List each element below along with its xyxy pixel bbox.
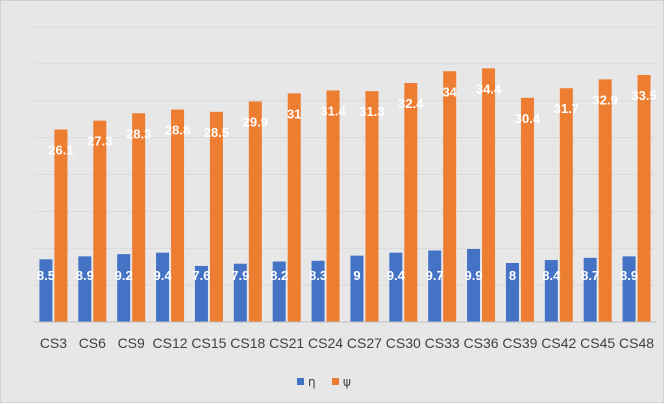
x-tick-label-cs48: CS48 xyxy=(619,335,654,351)
eta-value-label-cs39: 8 xyxy=(509,268,516,283)
eta-bar-cs15 xyxy=(194,265,208,322)
eta-value-label-cs18: 7.9 xyxy=(231,268,249,283)
x-tick-label-cs21: CS21 xyxy=(269,335,304,351)
psi-bar-cs48 xyxy=(637,74,651,322)
psi-value-label-cs30: 32.4 xyxy=(398,96,424,111)
eta-bar-cs45 xyxy=(583,257,597,322)
eta-value-label-cs21: 8.2 xyxy=(270,268,288,283)
psi-bar-cs27 xyxy=(365,91,379,322)
eta-value-label-cs24: 8.3 xyxy=(309,268,327,283)
psi-value-label-cs6: 27.3 xyxy=(87,134,112,149)
psi-value-label-cs36: 34.4 xyxy=(476,81,502,96)
psi-bar-cs6 xyxy=(93,120,107,322)
x-tick-label-cs30: CS30 xyxy=(386,335,421,351)
eta-value-label-cs33: 9.7 xyxy=(426,268,444,283)
data-labels: 8.5 26.1 8.9 27.3 9.2 28.3 9.4 28.8 7.6 28.5 7.9 29… xyxy=(37,81,657,283)
psi-value-label-cs27: 31.3 xyxy=(359,104,384,119)
legend-swatch-psi xyxy=(332,378,339,385)
eta-value-label-cs42: 8.4 xyxy=(542,268,561,283)
psi-value-label-cs21: 31 xyxy=(287,106,301,121)
eta-bar-cs6 xyxy=(78,256,92,322)
eta-value-label-cs15: 7.6 xyxy=(192,268,210,283)
psi-bar-cs12 xyxy=(171,109,185,322)
x-tick-label-cs36: CS36 xyxy=(464,335,499,351)
psi-bar-cs30 xyxy=(404,83,418,322)
x-tick-label-cs18: CS18 xyxy=(230,335,265,351)
psi-bar-cs42 xyxy=(559,88,573,323)
x-tick-label-cs27: CS27 xyxy=(347,335,382,351)
x-tick-label-cs45: CS45 xyxy=(580,335,615,351)
psi-bar-cs33 xyxy=(443,71,457,322)
psi-bar-cs21 xyxy=(287,93,301,322)
eta-bar-cs48 xyxy=(622,256,636,322)
eta-value-label-cs3: 8.5 xyxy=(37,268,55,283)
x-tick-label-cs33: CS33 xyxy=(425,335,460,351)
eta-value-label-cs45: 8.7 xyxy=(581,268,599,283)
eta-value-label-cs48: 8.9 xyxy=(620,268,638,283)
psi-bar-cs24 xyxy=(326,90,340,322)
psi-value-label-cs3: 26.1 xyxy=(48,143,73,158)
legend-label-eta: η xyxy=(308,375,316,389)
psi-value-label-cs42: 31.7 xyxy=(554,101,579,116)
eta-bar-cs9 xyxy=(117,254,131,322)
bars xyxy=(39,68,651,323)
x-tick-label-cs39: CS39 xyxy=(502,335,537,351)
psi-bar-cs39 xyxy=(520,97,534,322)
psi-bar-cs45 xyxy=(598,79,612,322)
psi-bar-cs3 xyxy=(54,129,68,322)
eta-value-label-cs36: 9.9 xyxy=(465,268,483,283)
x-tick-label-cs42: CS42 xyxy=(541,335,576,351)
x-tick-label-cs6: CS6 xyxy=(79,335,106,351)
psi-value-label-cs45: 32.9 xyxy=(593,92,618,107)
x-tick-label-cs3: CS3 xyxy=(40,335,67,351)
eta-value-label-cs12: 9.4 xyxy=(154,268,173,283)
eta-bar-cs33 xyxy=(428,250,442,322)
psi-value-label-cs48: 33.5 xyxy=(631,88,656,103)
psi-bar-cs36 xyxy=(482,68,496,322)
psi-value-label-cs12: 28.8 xyxy=(165,123,190,138)
x-tick-label-cs24: CS24 xyxy=(308,335,343,351)
eta-value-label-cs9: 9.2 xyxy=(115,268,133,283)
x-tick-label-cs9: CS9 xyxy=(118,335,145,351)
eta-bar-cs30 xyxy=(389,252,403,322)
psi-value-label-cs33: 34 xyxy=(442,84,457,99)
eta-value-label-cs27: 9 xyxy=(353,268,360,283)
psi-value-label-cs39: 30.4 xyxy=(515,111,541,126)
psi-value-label-cs15: 28.5 xyxy=(204,125,229,140)
psi-value-label-cs18: 29.9 xyxy=(243,114,268,129)
eta-bar-cs36 xyxy=(467,248,481,322)
eta-bar-cs3 xyxy=(39,259,53,322)
legend-label-psi: ψ xyxy=(343,375,351,389)
psi-bar-cs15 xyxy=(209,111,223,322)
eta-value-label-cs6: 8.9 xyxy=(76,268,94,283)
eta-bar-cs27 xyxy=(350,255,364,322)
x-tick-label-cs12: CS12 xyxy=(153,335,188,351)
x-tick-label-cs15: CS15 xyxy=(191,335,226,351)
x-axis: CS3 CS6 CS9 CS12 CS15 CS18 CS21 CS24 CS27 CS30 CS3… xyxy=(34,321,656,351)
psi-bar-cs18 xyxy=(248,101,262,322)
eta-bar-cs18 xyxy=(233,263,247,322)
eta-bar-cs12 xyxy=(156,252,170,322)
eta-bar-cs42 xyxy=(544,260,558,322)
psi-bar-cs9 xyxy=(132,113,146,322)
eta-bar-cs24 xyxy=(311,260,325,322)
eta-bar-cs39 xyxy=(505,263,519,322)
eta-bar-cs21 xyxy=(272,261,286,322)
legend-swatch-eta xyxy=(297,378,304,385)
psi-value-label-cs9: 28.3 xyxy=(126,126,151,141)
psi-value-label-cs24: 31.4 xyxy=(320,103,346,118)
eta-value-label-cs30: 9.4 xyxy=(387,268,406,283)
